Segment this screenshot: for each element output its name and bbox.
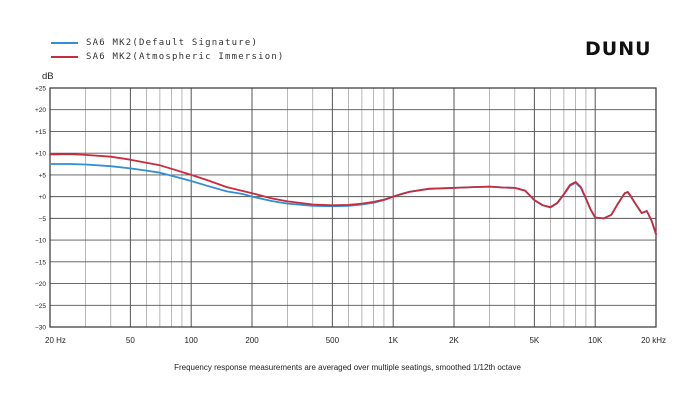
brand-logo: DUNU <box>585 38 652 60</box>
x-tick-label: 5K <box>529 336 539 345</box>
x-tick-label: 2K <box>449 336 459 345</box>
legend-swatch-atmospheric-immersion <box>51 56 78 58</box>
y-tick-label: −30 <box>35 325 46 332</box>
x-tick-label: 10K <box>588 336 603 345</box>
x-tick-label: 20 Hz <box>45 336 66 345</box>
y-tick-label: +0 <box>39 194 47 201</box>
y-tick-label: +10 <box>35 151 46 158</box>
y-axis-label: dB <box>42 71 54 82</box>
y-tick-label: +20 <box>35 107 46 114</box>
y-tick-label: +15 <box>35 129 46 136</box>
x-tick-label: 200 <box>245 336 259 345</box>
x-tick-label: 50 <box>126 336 135 345</box>
y-tick-label: −15 <box>35 259 46 266</box>
x-tick-label: 100 <box>185 336 199 345</box>
chart-grid <box>49 87 657 328</box>
legend-label-default-signature: SA6 MK2(Default Signature) <box>86 38 259 48</box>
series-line-atmospheric-immersion <box>49 153 657 236</box>
y-tick-label: −10 <box>35 238 46 245</box>
chart-caption: Frequency response measurements are aver… <box>174 363 521 372</box>
legend-item-default-signature: SA6 MK2(Default Signature) <box>51 36 285 50</box>
legend-item-atmospheric-immersion: SA6 MK2(Atmospheric Immersion) <box>51 50 285 64</box>
chart-legend: SA6 MK2(Default Signature) SA6 MK2(Atmos… <box>51 36 285 64</box>
series-line-default-signature <box>49 163 657 235</box>
chart-axis-labels: +25 +20 +15 +10 +5 +0 −5 −10 −15 −20 −25 −30 20 Hz 50… <box>35 71 666 345</box>
legend-swatch-default-signature <box>51 42 78 44</box>
y-tick-label: −20 <box>35 281 46 288</box>
chart-frame <box>49 87 657 328</box>
plot-frame <box>49 87 657 328</box>
x-tick-label: 20 kHz <box>641 336 666 345</box>
y-tick-label: −25 <box>35 303 46 310</box>
y-tick-label: +5 <box>39 172 47 179</box>
chart-series <box>49 153 657 236</box>
y-tick-label: −5 <box>39 216 47 223</box>
legend-label-atmospheric-immersion: SA6 MK2(Atmospheric Immersion) <box>86 52 285 62</box>
x-tick-label: 1K <box>388 336 398 345</box>
x-tick-label: 500 <box>326 336 340 345</box>
y-tick-label: +25 <box>35 86 46 93</box>
